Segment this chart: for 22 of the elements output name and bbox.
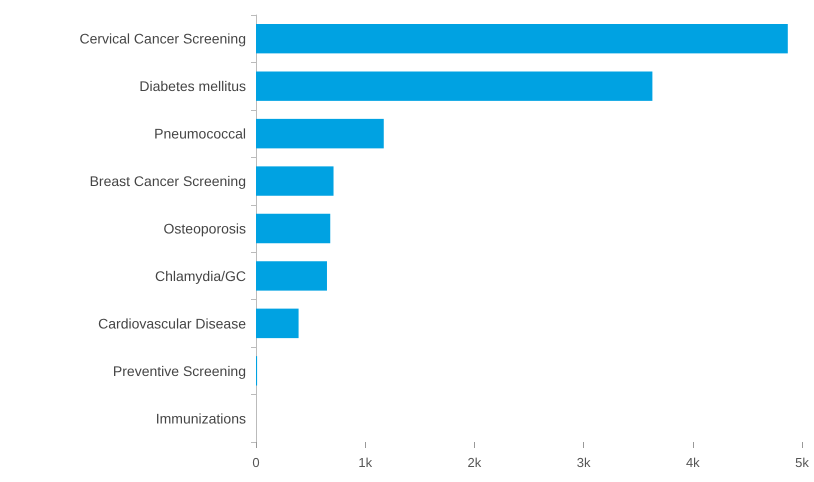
y-tick-label: Cervical Cancer Screening <box>79 30 246 47</box>
bar <box>256 166 334 196</box>
y-tick-label: Chlamydia/GC <box>154 268 246 284</box>
bar <box>256 214 330 244</box>
y-tick-label: Immunizations <box>156 410 246 426</box>
x-tick-label: 4k <box>686 455 700 470</box>
y-tick-label: Preventive Screening <box>112 362 246 379</box>
bar <box>256 71 652 101</box>
bar <box>256 118 384 148</box>
bar <box>256 261 327 291</box>
x-tick-label: 0 <box>252 455 260 470</box>
y-tick-label: Diabetes mellitus <box>139 78 246 94</box>
y-tick-label: Cardiovascular Disease <box>98 315 246 332</box>
y-tick-label: Pneumococcal <box>154 126 246 142</box>
bar <box>256 24 788 54</box>
x-tick-label: 5k <box>795 455 810 470</box>
x-tick-label: 1k <box>358 455 373 470</box>
x-tick-label: 2k <box>468 455 482 470</box>
y-tick-label: Osteoporosis <box>164 220 246 236</box>
bar <box>256 308 299 338</box>
x-tick-label: 3k <box>576 455 591 470</box>
y-tick-label: Breast Cancer Screening <box>90 173 246 190</box>
